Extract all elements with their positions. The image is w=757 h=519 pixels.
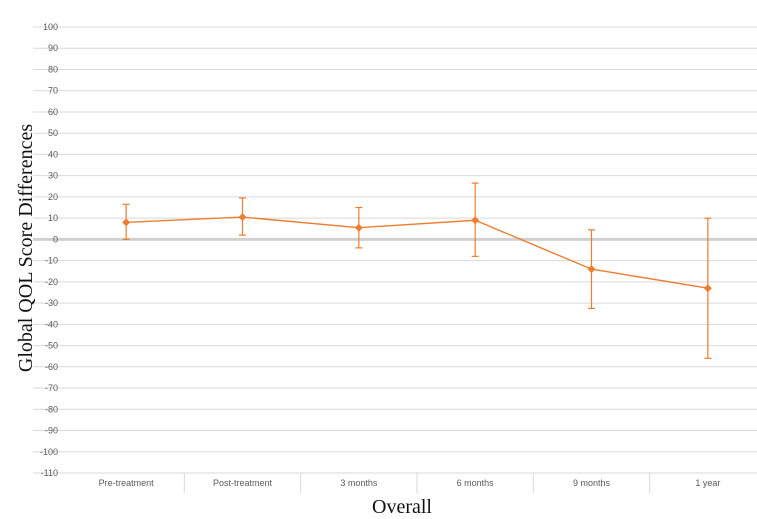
y-tick-label: -10 xyxy=(45,256,58,266)
y-tick-label: -100 xyxy=(40,447,58,457)
y-tick-label: -30 xyxy=(45,298,58,308)
data-point-marker xyxy=(238,213,247,222)
y-tick-label: 20 xyxy=(48,192,58,202)
y-tick-label: 30 xyxy=(48,171,58,181)
x-tick-label: 3 months xyxy=(340,478,378,488)
data-point-marker xyxy=(354,223,363,232)
series-layer xyxy=(122,182,712,359)
y-tick-label: -20 xyxy=(45,277,58,287)
y-tick-label: -40 xyxy=(45,319,58,329)
gridlines xyxy=(33,26,757,474)
x-tick-label: Pre-treatment xyxy=(99,478,155,488)
data-point-marker xyxy=(122,218,131,227)
data-point-marker xyxy=(471,216,480,225)
y-tick-label: 80 xyxy=(48,64,58,74)
y-tick-label: 50 xyxy=(48,128,58,138)
y-axis-ticks: 1009080706050403020100-10-20-30-40-50-60… xyxy=(40,22,58,478)
y-tick-label: 90 xyxy=(48,43,58,53)
x-tick-label: 6 months xyxy=(457,478,495,488)
x-axis: Pre-treatment Post-treatment 3 months 6 mon… xyxy=(99,473,720,493)
series-line xyxy=(126,216,708,289)
y-tick-label: -60 xyxy=(45,362,58,372)
y-tick-label: 60 xyxy=(48,107,58,117)
y-tick-label: 70 xyxy=(48,86,58,96)
y-tick-label: -90 xyxy=(45,426,58,436)
y-axis-title: Global QOL Score Differences xyxy=(15,124,37,372)
y-tick-label: -80 xyxy=(45,404,58,414)
y-tick-label: 40 xyxy=(48,149,58,159)
data-point-marker xyxy=(703,284,712,293)
y-tick-label: 100 xyxy=(43,22,58,32)
x-tick-label: 9 months xyxy=(573,478,611,488)
y-tick-label: -70 xyxy=(45,383,58,393)
y-tick-label: 10 xyxy=(48,213,58,223)
x-axis-title: Overall xyxy=(372,496,432,518)
data-point-marker xyxy=(587,265,596,274)
y-tick-label: 0 xyxy=(53,234,58,244)
x-tick-label: 1 year xyxy=(695,478,720,488)
y-tick-label: -50 xyxy=(45,341,58,351)
y-tick-label: -110 xyxy=(41,468,58,478)
x-tick-label: Post-treatment xyxy=(213,478,273,488)
